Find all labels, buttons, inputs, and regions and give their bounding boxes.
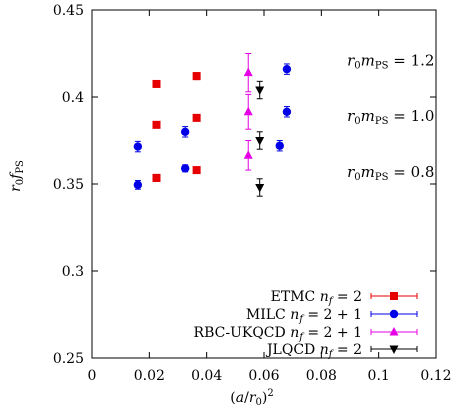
- x-tick-label: 0.02: [134, 368, 165, 384]
- y-tick-label: 0.3: [62, 264, 84, 280]
- legend-label: JLQCD nf = 2: [265, 342, 362, 360]
- x-tick-label: 0.04: [191, 368, 222, 384]
- annotation-label: r0mPS = 0.8: [347, 163, 434, 183]
- legend-marker: [389, 327, 399, 336]
- x-tick-label: 0.12: [420, 368, 451, 384]
- x-tick-label: 0.1: [368, 368, 390, 384]
- data-point: [133, 142, 143, 151]
- data-point: [255, 86, 265, 96]
- y-tick-label: 0.4: [62, 90, 84, 106]
- data-point: [180, 127, 190, 136]
- annotations: r0mPS = 1.2 r0mPS = 1.0 r0mPS = 0.8: [347, 51, 434, 182]
- data-point: [282, 107, 292, 116]
- data-point: [255, 137, 265, 146]
- legend-label: ETMC nf = 2: [271, 289, 362, 307]
- annotation-label: r0mPS = 1.0: [347, 107, 434, 127]
- data-point: [133, 180, 143, 190]
- data-point: [243, 150, 253, 159]
- data-points: [133, 53, 292, 197]
- annotation-label: r0mPS = 1.2: [347, 51, 434, 71]
- data-point: [180, 164, 190, 173]
- data-point: [255, 183, 265, 193]
- data-point: [192, 72, 201, 81]
- svg-text:r0fPS: r0fPS: [8, 160, 26, 192]
- legend-marker: [390, 292, 398, 300]
- y-tick-label: 0.25: [53, 351, 84, 367]
- data-point: [152, 173, 161, 182]
- x-tick-label: 0.06: [248, 368, 279, 384]
- y-axis-label: r0fPS: [8, 160, 26, 192]
- legend-label: MILC nf = 2 + 1: [246, 307, 362, 325]
- y-tick-label: 0.45: [53, 3, 84, 19]
- svg-text:(a/r0)2: (a/r0)2: [230, 388, 273, 408]
- axis-tick-labels: 0 0.02 0.04 0.06 0.08 0.1 0.12 0.25 0.3 0.35 0.4 0.…: [53, 3, 452, 384]
- data-point: [192, 113, 201, 122]
- legend-label: RBC-UKQCD nf = 2 + 1: [194, 325, 362, 343]
- data-point: [282, 64, 292, 74]
- y-tick-label: 0.35: [53, 177, 84, 193]
- data-point: [243, 67, 253, 77]
- legend-marker: [389, 345, 399, 354]
- axis-ticks: [91, 9, 437, 359]
- legend-marker: [389, 309, 399, 319]
- data-point: [275, 141, 284, 150]
- data-point: [192, 166, 201, 175]
- x-tick-label: 0.08: [306, 368, 337, 384]
- data-point: [152, 79, 161, 88]
- data-point: [152, 120, 161, 129]
- data-point: [243, 106, 253, 116]
- x-tick-label: 0: [88, 368, 97, 384]
- x-axis-label: (a/r0)2: [230, 388, 273, 408]
